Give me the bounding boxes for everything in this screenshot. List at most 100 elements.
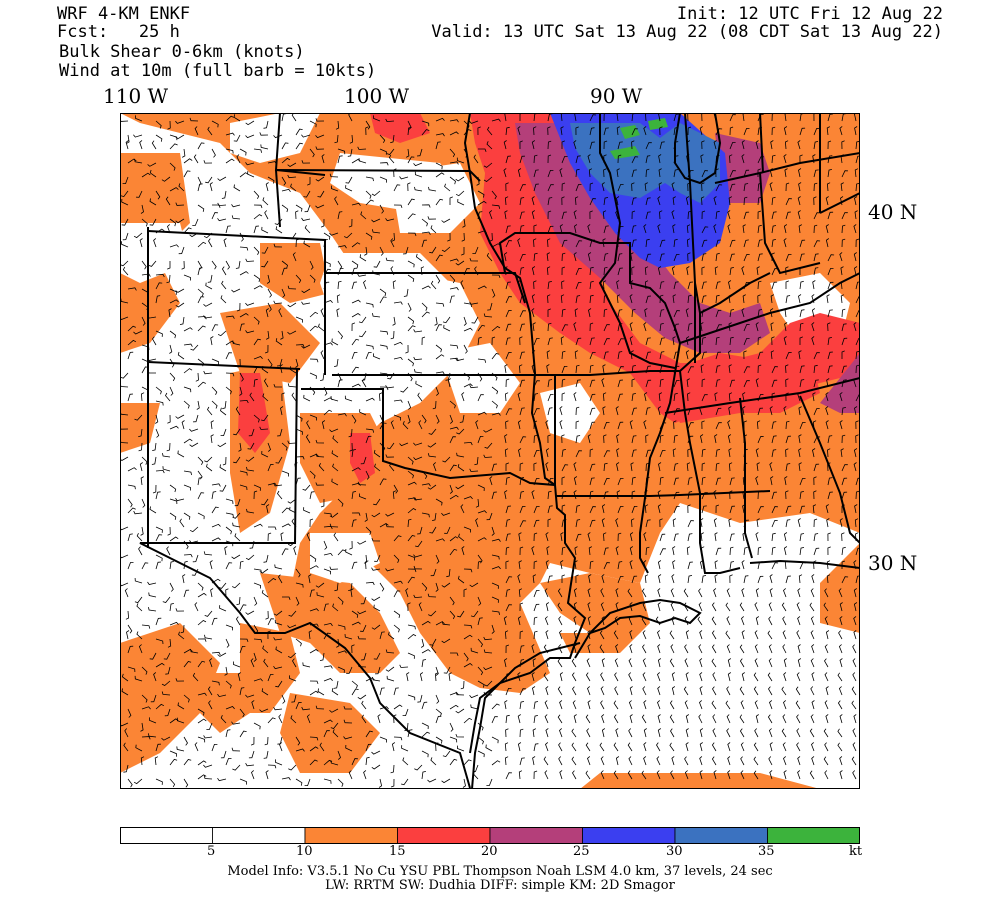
wind-barb [797, 588, 801, 598]
wind-barb [176, 717, 185, 724]
wind-barb [827, 435, 833, 444]
wind-barb [149, 198, 157, 206]
wind-barb [838, 630, 843, 640]
wind-barb [309, 260, 314, 270]
wind-barb [505, 772, 513, 780]
wind-barb [329, 428, 339, 433]
wind-barb [854, 196, 858, 206]
wind-barb [839, 392, 843, 402]
wind-barb [141, 316, 146, 326]
wind-barb [727, 770, 731, 780]
wind-barb [587, 154, 591, 164]
wind-barb [771, 506, 778, 514]
wind-barb [360, 211, 367, 220]
wind-barb [855, 350, 860, 360]
wind-barb [547, 575, 553, 584]
wind-barb [687, 533, 693, 542]
wind-barb [455, 484, 465, 490]
wind-barb [205, 176, 213, 184]
wind-barb [225, 758, 232, 766]
wind-barb [533, 126, 537, 136]
wind-barb [421, 659, 427, 668]
wind-barb [463, 634, 473, 640]
wind-barb [413, 456, 423, 461]
wind-barb [261, 246, 269, 254]
wind-barb [265, 182, 269, 192]
wind-barb [685, 196, 690, 206]
wind-barb [798, 182, 802, 192]
wind-barb [657, 630, 661, 640]
wind-barb [743, 546, 748, 556]
wind-barb [571, 742, 577, 752]
wind-barb [670, 770, 675, 780]
wind-barb [418, 602, 423, 612]
wind-barb [246, 466, 255, 472]
wind-barb [839, 658, 843, 668]
wind-barb [698, 714, 703, 724]
wind-barb [211, 212, 218, 220]
wind-barb [585, 770, 591, 780]
wind-barb [238, 442, 242, 452]
wind-barb [770, 350, 775, 360]
wind-barb [491, 274, 501, 279]
wind-barb [544, 616, 549, 626]
wind-barb [275, 680, 283, 688]
wind-barb [462, 778, 466, 788]
wind-barb [839, 756, 843, 766]
wind-barb [613, 770, 619, 780]
wind-barb [217, 176, 227, 181]
wind-barb [629, 336, 633, 346]
wind-barb [320, 218, 325, 228]
wind-barb [629, 560, 633, 570]
wind-barb [799, 239, 806, 248]
wind-barb [197, 325, 206, 332]
wind-barb [783, 126, 788, 136]
wind-barb [798, 462, 802, 472]
wind-barb [281, 157, 291, 164]
wind-barb [603, 168, 607, 178]
wind-barb [385, 649, 395, 654]
wind-barb [351, 491, 357, 500]
wind-barb [295, 274, 302, 284]
wind-barb [519, 184, 526, 192]
wind-barb [393, 554, 400, 563]
wind-barb [277, 428, 283, 437]
wind-barb [233, 428, 241, 436]
wind-barb [617, 184, 624, 192]
wind-barb [533, 616, 538, 626]
wind-barb [673, 169, 679, 178]
wind-barb [463, 588, 467, 597]
wind-barb [346, 666, 353, 674]
wind-barb [329, 512, 339, 518]
wind-barb [813, 547, 820, 556]
wind-barb [449, 704, 459, 710]
wind-barb [233, 134, 241, 142]
wind-barb [630, 350, 634, 360]
wind-barb [503, 168, 507, 178]
wind-barb [421, 120, 430, 127]
wind-barb [441, 582, 451, 588]
wind-barb [770, 476, 774, 486]
wind-barb [796, 630, 801, 640]
wind-barb [673, 533, 679, 542]
wind-barb [519, 254, 526, 262]
wind-barb [603, 127, 609, 136]
wind-barb [631, 506, 638, 514]
wind-barb [701, 337, 706, 346]
wind-barb [351, 644, 355, 654]
wind-barb [615, 602, 619, 612]
wind-barb [273, 665, 283, 670]
wind-barb [315, 146, 325, 150]
wind-barb [217, 218, 227, 222]
wind-barb [165, 666, 171, 675]
wind-barb [699, 658, 703, 668]
wind-barb [122, 232, 129, 241]
wind-barb [211, 386, 218, 395]
wind-barb [435, 198, 444, 206]
wind-barb [687, 491, 693, 500]
wind-barb [657, 490, 661, 500]
wind-barb [546, 266, 551, 276]
wind-barb [147, 162, 157, 167]
wind-barb [617, 309, 623, 318]
wind-barb [852, 672, 857, 682]
